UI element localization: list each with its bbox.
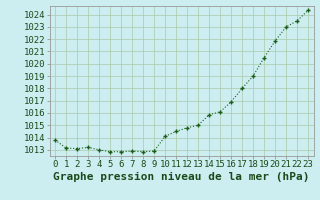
X-axis label: Graphe pression niveau de la mer (hPa): Graphe pression niveau de la mer (hPa) [53, 172, 310, 182]
